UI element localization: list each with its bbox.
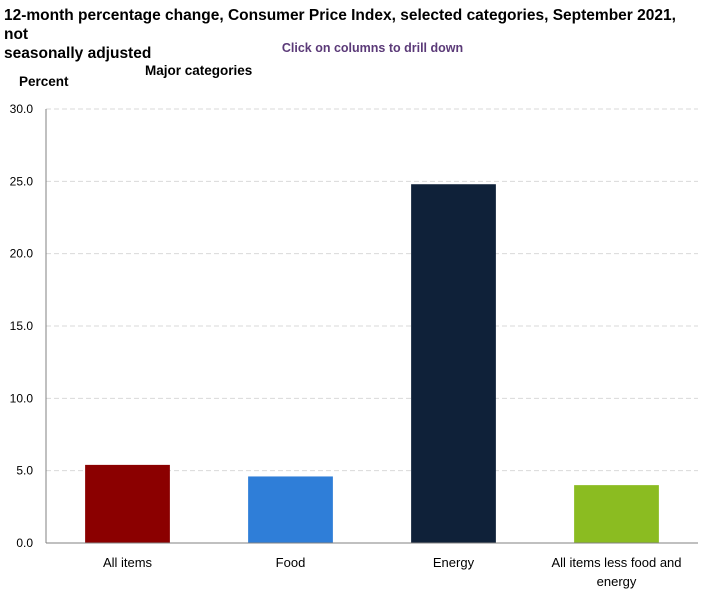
- chart-title: 12-month percentage change, Consumer Pri…: [4, 6, 700, 63]
- x-category-label: All items: [103, 555, 153, 570]
- chart-subtitle: Major categories: [145, 63, 253, 78]
- y-tick-label: 10.0: [10, 391, 34, 405]
- chart-title-line-2: seasonally adjusted: [4, 45, 152, 62]
- y-tick-label: 15.0: [10, 319, 34, 333]
- x-category-label: Food: [276, 555, 306, 570]
- y-axis-label: Percent: [19, 74, 69, 89]
- chart-title-line-1: 12-month percentage change, Consumer Pri…: [4, 7, 676, 43]
- axes: [45, 109, 698, 544]
- x-axis-labels: All items Food Energy All items less food a…: [103, 555, 682, 589]
- bar-all-items[interactable]: [85, 464, 170, 543]
- bars: [85, 184, 659, 543]
- y-tick-label: 0.0: [16, 536, 33, 550]
- y-tick-label: 30.0: [10, 102, 34, 116]
- bar-energy[interactable]: [411, 184, 496, 543]
- y-axis-ticks: 0.0 5.0 10.0 15.0 20.0 25.0 30.0: [10, 102, 34, 550]
- bar-food[interactable]: [248, 476, 333, 543]
- y-tick-label: 20.0: [10, 247, 34, 261]
- y-tick-label: 25.0: [10, 174, 34, 188]
- bar-all-items-less-food-and-energy[interactable]: [574, 485, 659, 543]
- y-tick-label: 5.0: [16, 464, 33, 478]
- gridlines: [46, 108, 698, 472]
- x-category-label: Energy: [433, 555, 475, 570]
- drill-down-hint: Click on columns to drill down: [281, 41, 464, 55]
- x-category-label: energy: [597, 574, 637, 589]
- x-category-label: All items less food and: [551, 555, 681, 570]
